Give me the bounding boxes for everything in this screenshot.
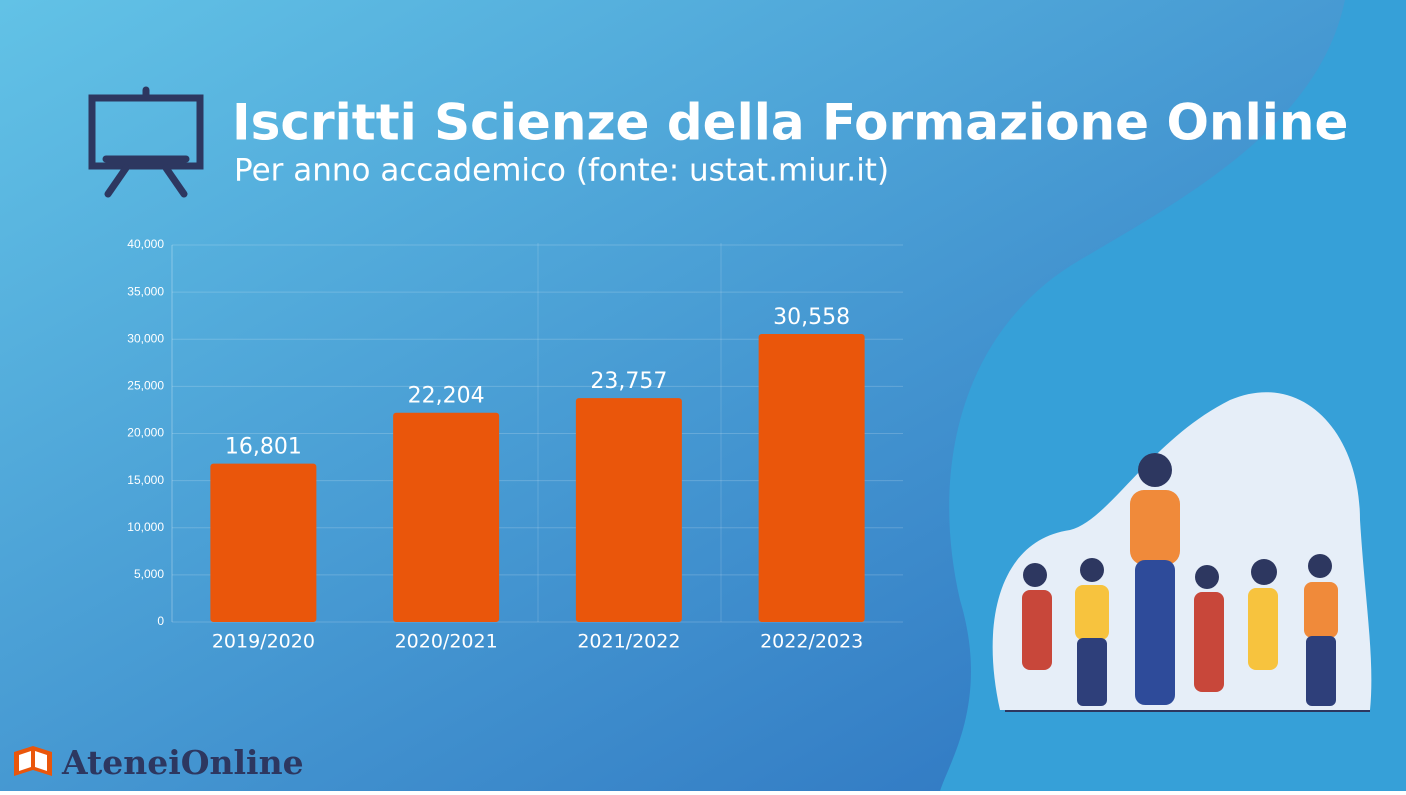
category-dividers	[537, 243, 722, 622]
data-label: 30,558	[773, 305, 850, 330]
easel-icon	[88, 86, 204, 198]
data-label: 16,801	[225, 435, 302, 460]
y-tick-label: 20,000	[127, 426, 164, 440]
bar	[758, 333, 865, 622]
chart-title: Iscritti Scienze della Formazione Online	[232, 94, 1348, 152]
bar	[575, 398, 682, 622]
y-tick-label: 25,000	[127, 379, 164, 393]
x-tick-label: 2021/2022	[577, 631, 680, 653]
x-tick-label: 2022/2023	[760, 631, 863, 653]
brand-name: AteneiOnline	[61, 743, 304, 782]
data-label: 23,757	[590, 369, 667, 394]
y-tick-label: 15,000	[127, 473, 164, 487]
illustration	[992, 392, 1372, 712]
chart-subtitle: Per anno accademico (fonte: ustat.miur.i…	[234, 153, 889, 189]
bar	[393, 412, 500, 622]
y-tick-label: 40,000	[127, 237, 164, 251]
y-tick-label: 10,000	[127, 520, 164, 534]
x-tick-label: 2020/2021	[395, 631, 498, 653]
y-tick-label: 35,000	[127, 284, 164, 298]
y-tick-label: 5,000	[134, 567, 164, 581]
x-tick-label: 2019/2020	[212, 631, 315, 653]
y-tick-label: 0	[157, 614, 164, 628]
bar	[210, 463, 317, 622]
y-tick-label: 30,000	[127, 331, 164, 345]
data-label: 22,204	[408, 384, 485, 409]
brand-logo	[14, 746, 52, 776]
